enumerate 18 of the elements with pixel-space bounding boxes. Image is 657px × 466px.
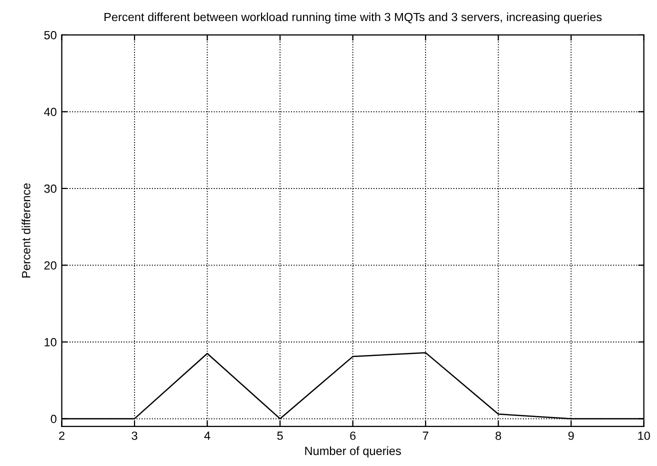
x-tick-label: 8	[496, 432, 502, 440]
x-tick-label: 7	[422, 432, 428, 440]
y-tick-label: 10	[44, 338, 56, 346]
x-axis-title: Number of queries	[305, 446, 401, 458]
chart-title: Percent different between workload running time with 3 MQTs and 3 servers, increasing queries	[104, 12, 602, 24]
y-tick-label: 50	[44, 30, 56, 40]
y-tick-label: 30	[44, 184, 56, 193]
y-tick-label: 40	[44, 108, 56, 116]
x-tick-label: 2	[59, 432, 64, 440]
x-tick-label: 9	[568, 432, 574, 440]
y-tick-label: 20	[44, 261, 56, 270]
y-axis-title: Percent difference	[22, 183, 30, 278]
x-tick-label: 10	[638, 432, 650, 440]
x-tick-label: 3	[132, 432, 138, 440]
x-tick-label: 5	[277, 432, 283, 440]
x-tick-label: 6	[350, 432, 356, 440]
x-tick-label: 4	[204, 432, 210, 440]
y-tick-label: 0	[50, 414, 56, 424]
